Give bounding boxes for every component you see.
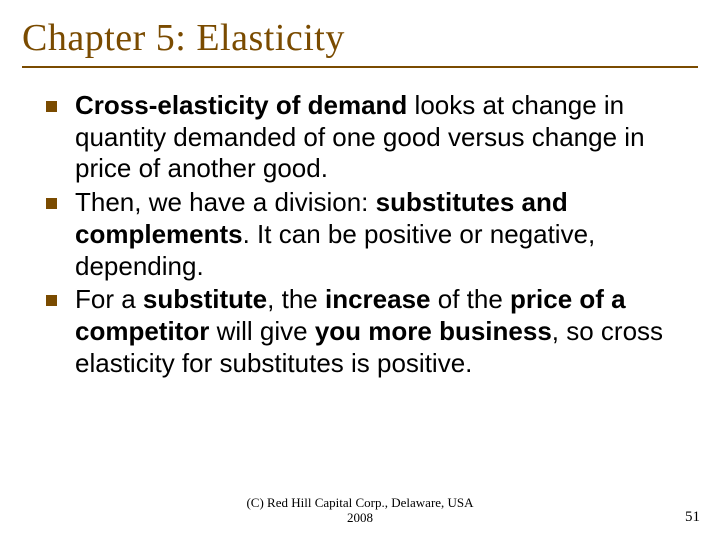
square-bullet-icon xyxy=(46,101,57,112)
bullet-item: For a substitute, the increase of the pr… xyxy=(46,284,698,379)
bullet-text: Then, we have a division: substitutes an… xyxy=(75,187,698,282)
text-bold: increase xyxy=(325,284,431,314)
text: , the xyxy=(267,284,325,314)
bullet-item: Then, we have a division: substitutes an… xyxy=(46,187,698,282)
text-bold: Cross-elasticity of demand xyxy=(75,90,407,120)
slide-body: Cross-elasticity of demand looks at chan… xyxy=(22,90,698,379)
text: For a xyxy=(75,284,143,314)
square-bullet-icon xyxy=(46,295,57,306)
text: Then, we have a division: xyxy=(75,187,376,217)
text: will give xyxy=(209,316,314,346)
slide-title: Chapter 5: Elasticity xyxy=(22,10,698,68)
slide-container: Chapter 5: Elasticity Cross-elasticity o… xyxy=(0,0,720,540)
text-bold: substitute xyxy=(143,284,267,314)
slide-footer: (C) Red Hill Capital Corp., Delaware, US… xyxy=(0,496,720,526)
bullet-text: For a substitute, the increase of the pr… xyxy=(75,284,698,379)
text: of the xyxy=(431,284,511,314)
page-number: 51 xyxy=(685,509,700,526)
bullet-item: Cross-elasticity of demand looks at chan… xyxy=(46,90,698,185)
footer-line1: (C) Red Hill Capital Corp., Delaware, US… xyxy=(246,495,473,510)
square-bullet-icon xyxy=(46,198,57,209)
bullet-text: Cross-elasticity of demand looks at chan… xyxy=(75,90,698,185)
footer-line2: 2008 xyxy=(347,510,373,525)
text-bold: you more business xyxy=(315,316,552,346)
